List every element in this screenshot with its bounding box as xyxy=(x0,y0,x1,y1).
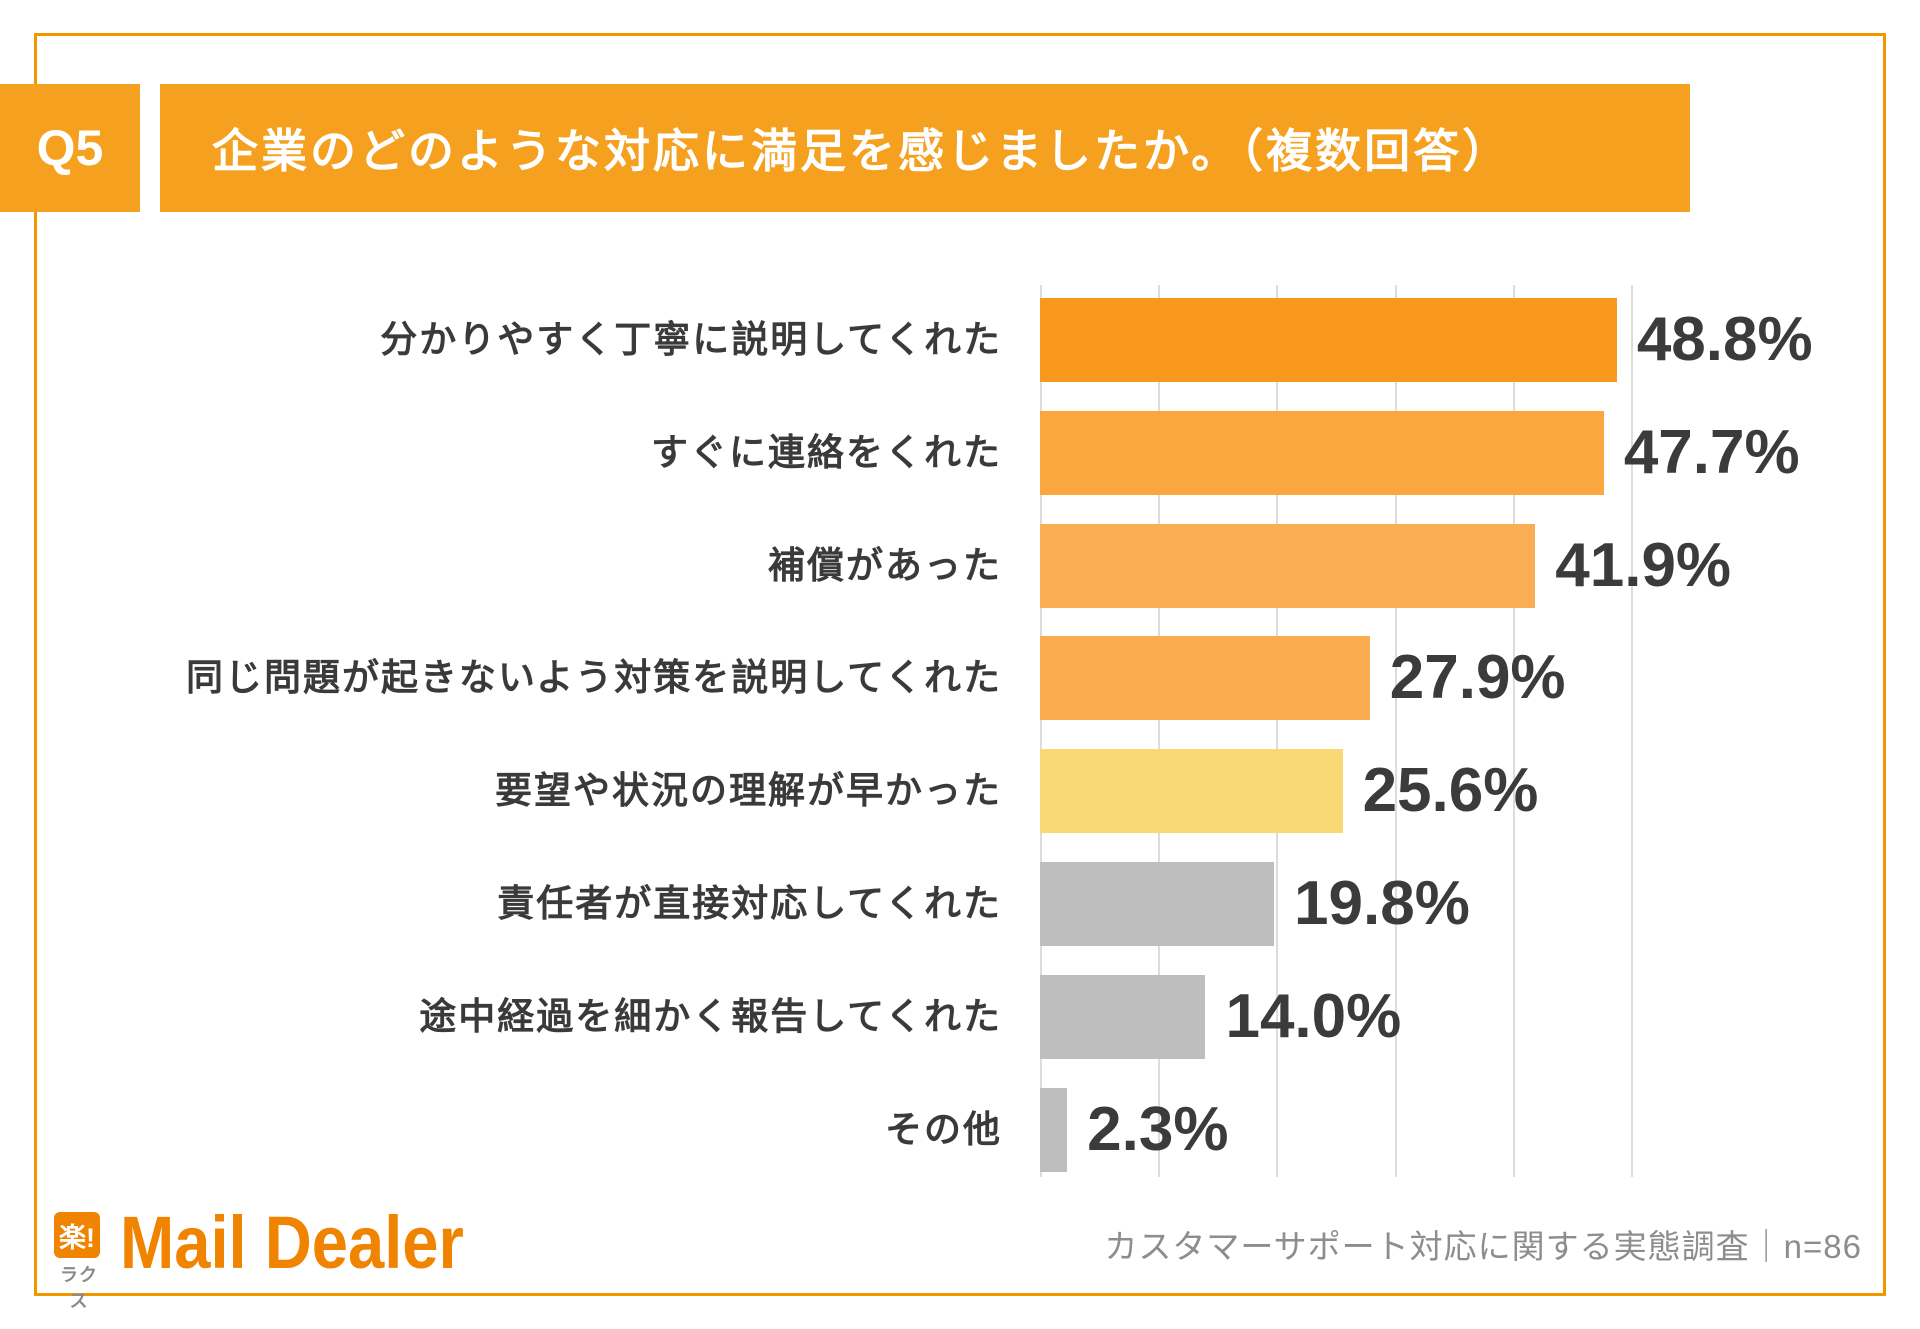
page-border-frame xyxy=(34,33,1886,1296)
bar xyxy=(1040,636,1370,721)
value-label: 14.0% xyxy=(1225,981,1402,1051)
value-label: 41.9% xyxy=(1555,530,1732,600)
value-label: 27.9% xyxy=(1389,643,1566,713)
value-label: 2.3% xyxy=(1087,1094,1229,1164)
bar xyxy=(1040,974,1206,1059)
value-label: 48.8% xyxy=(1636,305,1813,374)
rakus-logo-icon: 楽! xyxy=(54,1212,100,1258)
question-number-label: Q5 xyxy=(36,120,104,176)
rakus-logo-mark: 楽! ラクス xyxy=(54,1212,104,1313)
bar xyxy=(1040,298,1617,382)
category-label: その他 xyxy=(885,1108,1002,1150)
bar xyxy=(1040,410,1604,495)
gridline xyxy=(1040,285,1042,1177)
gridline xyxy=(1512,285,1515,1177)
category-label: 責任者が直接対応してくれた xyxy=(497,883,1002,924)
gridline xyxy=(1631,285,1633,1177)
mail-dealer-wordmark: Mail Dealer xyxy=(120,1201,464,1284)
value-label: 47.7% xyxy=(1623,417,1800,487)
category-label: 同じ問題が起きないよう対策を説明してくれた xyxy=(185,657,1002,699)
survey-source-text: カスタマーサポート対応に関する実態調査｜n=86 xyxy=(1104,1228,1862,1265)
value-label: 19.8% xyxy=(1294,869,1470,938)
bar xyxy=(1040,862,1275,946)
category-label: 補償があった xyxy=(768,544,1002,586)
page-title: 企業のどのような対応に満足を感じましたか。（複数回答） xyxy=(212,125,1512,177)
category-label: 途中経過を細かく報告してくれた xyxy=(419,995,1002,1037)
bar xyxy=(1040,749,1343,834)
category-label: 分かりやすく丁寧に説明してくれた xyxy=(380,319,1002,360)
category-label: すぐに連絡をくれた xyxy=(651,431,1002,473)
mail-dealer-logo: 楽! ラクス Mail Dealer xyxy=(54,1201,511,1313)
question-number-badge: Q5 xyxy=(0,84,140,212)
title-bar: 企業のどのような対応に満足を感じましたか。（複数回答） xyxy=(160,84,1690,212)
gridline xyxy=(1394,285,1397,1177)
value-label: 25.6% xyxy=(1362,756,1539,826)
bar xyxy=(1040,1087,1068,1172)
gridline xyxy=(1276,285,1279,1177)
category-label: 要望や状況の理解が早かった xyxy=(495,770,1002,812)
gridline xyxy=(1158,285,1161,1177)
bar xyxy=(1040,523,1536,608)
rakus-logo-subtext: ラクス xyxy=(60,1265,98,1311)
